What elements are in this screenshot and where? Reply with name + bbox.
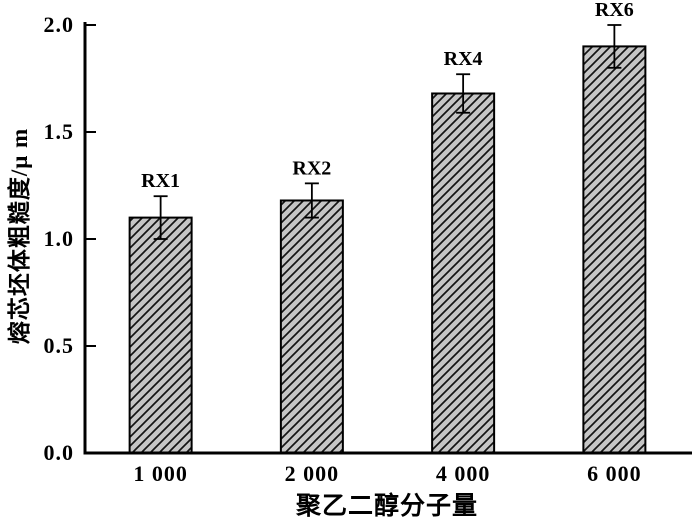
x-category-label: 6 000 bbox=[587, 461, 642, 486]
x-category-label: 1 000 bbox=[133, 461, 188, 486]
bar bbox=[128, 216, 193, 454]
bar-value-label: RX1 bbox=[141, 170, 180, 192]
axes-layer bbox=[83, 22, 692, 455]
bars-layer bbox=[128, 45, 647, 455]
labels-layer: RX1 1 000 RX2 2 000 RX4 4 000 RX6 6 000 0.0 0.5 1.… bbox=[44, 0, 642, 486]
bar-value-label: RX4 bbox=[444, 48, 483, 70]
y-tick-label: 0.5 bbox=[44, 333, 75, 358]
bar bbox=[279, 199, 344, 454]
bar-value-label: RX6 bbox=[595, 0, 634, 21]
bar-value-label: RX2 bbox=[292, 157, 331, 179]
y-tick-label: 2.0 bbox=[44, 12, 75, 37]
y-tick-label: 1.5 bbox=[44, 119, 75, 144]
bar bbox=[582, 45, 647, 455]
y-tick-label: 1.0 bbox=[44, 226, 75, 251]
y-axis-title: 熔芯坯体粗糙度/μ m bbox=[6, 128, 32, 344]
error-bars-layer bbox=[153, 24, 622, 240]
y-tick-label: 0.0 bbox=[44, 440, 75, 465]
x-category-label: 2 000 bbox=[285, 461, 340, 486]
x-category-label: 4 000 bbox=[436, 461, 491, 486]
x-axis-title: 聚乙二醇分子量 bbox=[295, 491, 478, 520]
bar bbox=[431, 92, 496, 454]
